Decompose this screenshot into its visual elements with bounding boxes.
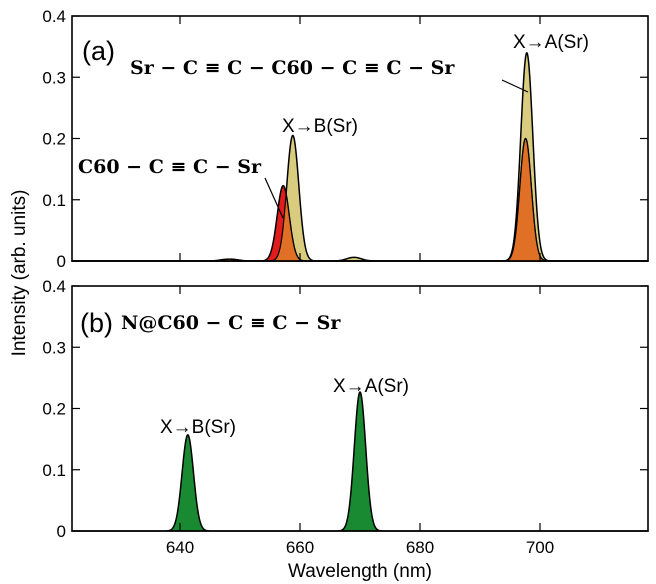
panel-b-annotation-a: X→A(Sr) xyxy=(333,376,409,397)
panel-a-annotation-b: X→B(Sr) xyxy=(282,116,358,137)
y-axis-title: Intensity (arb. units) xyxy=(9,190,30,357)
panel-a-ytick-label: 0.4 xyxy=(42,7,66,26)
panel-b-curves xyxy=(71,391,649,532)
panel-b-ytick-label: 0 xyxy=(57,522,66,541)
panel-b-ytick-label: 0.1 xyxy=(42,461,66,480)
panel-a-annotation-a: X→A(Sr) xyxy=(513,32,589,53)
panel-a-ytick-label: 0.3 xyxy=(42,68,66,87)
panel-b-xtick-label: 660 xyxy=(286,538,314,557)
panel-b-xtick-label: 700 xyxy=(526,538,554,557)
panel-b-ytick-label: 0.3 xyxy=(42,338,66,357)
panel-b-ytick-label: 0.4 xyxy=(42,277,66,296)
panel-a-formula-main: Sr − C ≡ C − C60 − C ≡ C − Sr xyxy=(130,57,455,79)
panel-a-formula-secondary: C60 − C ≡ C − Sr xyxy=(78,156,262,178)
panel-b-xtick-label: 680 xyxy=(406,538,434,557)
panel-a-pointer-secondary xyxy=(264,177,284,219)
panel-b-ticks: 0 0.1 0.2 0.3 0.4 640 660 680 700 xyxy=(42,277,648,557)
panel-b-series-0 xyxy=(71,391,649,532)
panel-b-xtick-label: 640 xyxy=(166,538,194,557)
panel-a-ytick-label: 0.2 xyxy=(42,130,66,149)
panel-a-label: (a) xyxy=(82,36,115,66)
panel-b: 0 0.1 0.2 0.3 0.4 640 660 680 700 (b) N@C60 − C … xyxy=(42,277,649,557)
x-axis-title: Wavelength (nm) xyxy=(288,561,432,582)
panel-a: 0 0.1 0.2 0.3 0.4 (a) Sr − C ≡ C − C60 − C ≡… xyxy=(42,7,649,271)
panel-a-ytick-label: 0 xyxy=(57,252,66,271)
panel-b-ytick-label: 0.2 xyxy=(42,400,66,419)
panel-b-annotation-b: X→B(Sr) xyxy=(160,417,236,438)
panel-a-pointer-main xyxy=(501,79,529,93)
panel-b-label: (b) xyxy=(80,308,113,338)
panel-b-formula: N@C60 − C ≡ C − Sr xyxy=(121,312,341,334)
panel-a-ticks: 0 0.1 0.2 0.3 0.4 xyxy=(42,7,648,271)
panel-a-ytick-label: 0.1 xyxy=(42,191,66,210)
